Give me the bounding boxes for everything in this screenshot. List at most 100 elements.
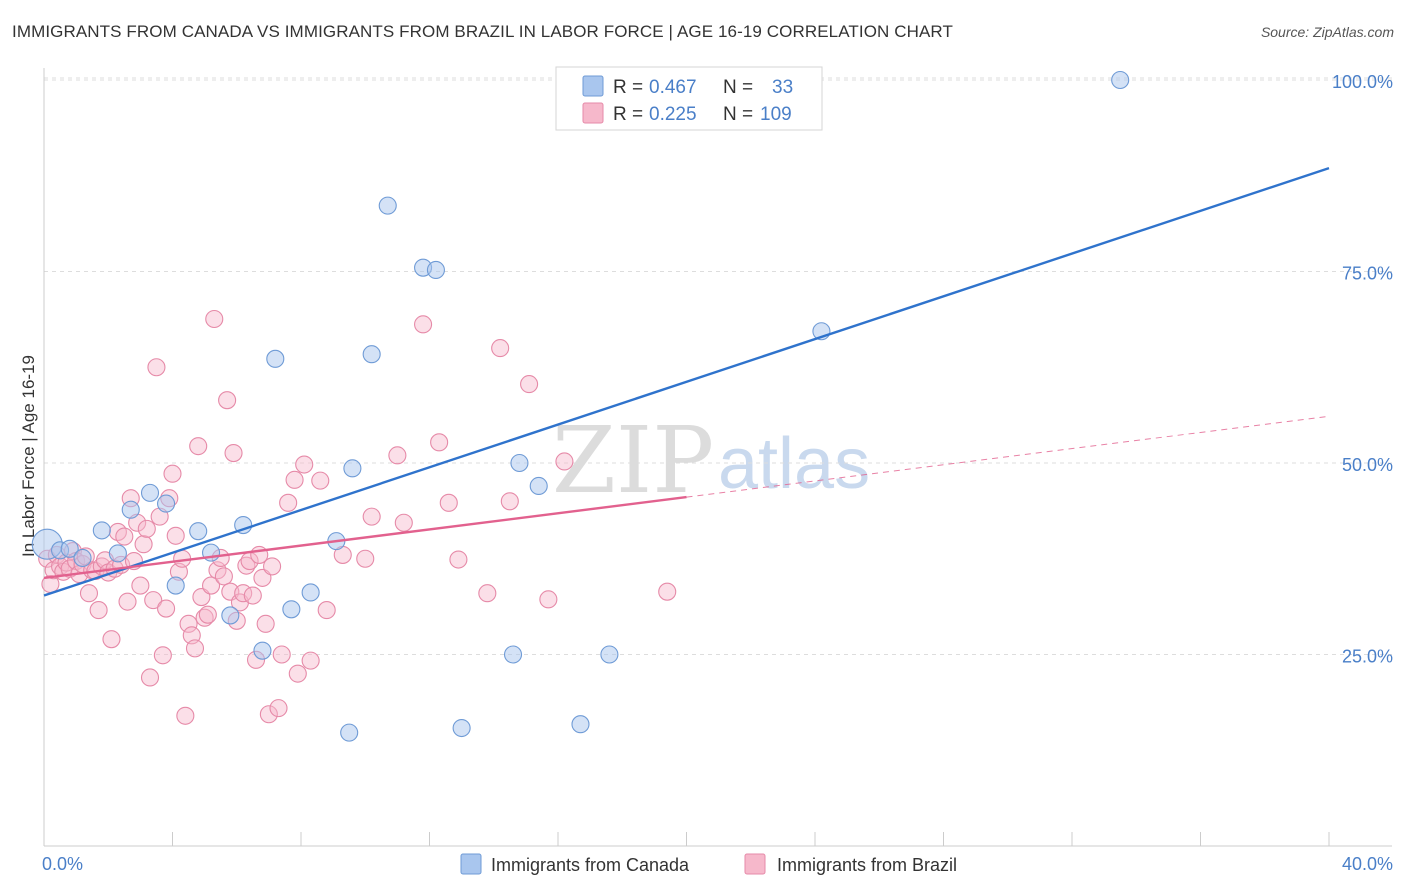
legend-brazil-label: Immigrants from Brazil xyxy=(777,855,957,875)
brazil-point xyxy=(439,493,458,512)
canada-point xyxy=(60,539,79,558)
source-label: Source: ZipAtlas.com xyxy=(1260,24,1394,40)
brazil-point xyxy=(134,535,153,554)
canada-point xyxy=(221,606,240,625)
trend-lines xyxy=(43,166,1330,597)
brazil-point xyxy=(491,339,510,358)
brazil-point xyxy=(79,584,99,603)
brazil-r-value: 0.225 xyxy=(649,104,697,125)
brazil-trend-line xyxy=(43,495,687,580)
canada-n-value: 33 xyxy=(772,77,793,98)
canada-point xyxy=(503,645,523,664)
watermark-atlas: atlas xyxy=(718,424,870,504)
brazil-point xyxy=(356,549,375,568)
brazil-point xyxy=(362,507,381,526)
brazil-point xyxy=(269,699,288,718)
canada-r-value: 0.467 xyxy=(649,77,697,98)
canada-point xyxy=(529,476,548,496)
canada-r-label: R = xyxy=(613,77,643,98)
y-axis-title: In Labor Force | Age 16-19 xyxy=(19,355,38,557)
y-tick-label: 25.0% xyxy=(1342,647,1393,667)
brazil-point xyxy=(259,705,278,724)
brazil-point xyxy=(539,590,558,609)
brazil-point xyxy=(295,455,314,474)
brazil-r-label: R = xyxy=(613,104,643,125)
canada-point xyxy=(600,645,619,664)
canada-point xyxy=(73,548,92,568)
chart-title: IMMIGRANTS FROM CANADA VS IMMIGRANTS FRO… xyxy=(12,22,953,41)
brazil-point xyxy=(102,630,121,649)
canada-point xyxy=(121,500,140,519)
brazil-swatch xyxy=(582,102,604,124)
canada-point xyxy=(362,345,381,364)
canada-point xyxy=(282,600,301,619)
brazil-point xyxy=(137,519,156,538)
brazil-point xyxy=(555,452,574,471)
brazil-point xyxy=(311,471,330,490)
brazil-point xyxy=(118,592,137,611)
canada-point xyxy=(157,494,176,513)
brazil-point xyxy=(478,584,497,603)
brazil-point xyxy=(176,706,195,725)
brazil-point xyxy=(205,309,224,329)
canada-point xyxy=(340,723,359,742)
brazil-point xyxy=(414,315,433,334)
canada-point xyxy=(571,715,590,734)
y-tick-label: 50.0% xyxy=(1342,455,1393,475)
brazil-point xyxy=(272,645,291,664)
brazil-point xyxy=(195,608,214,627)
brazil-n-value: 109 xyxy=(760,104,792,125)
brazil-point xyxy=(301,651,320,670)
brazil-point xyxy=(388,446,407,465)
brazil-point xyxy=(166,526,185,545)
canada-swatch xyxy=(582,75,604,97)
canada-point xyxy=(378,196,397,215)
brazil-point xyxy=(279,493,298,512)
brazil-point xyxy=(163,464,182,483)
canada-point xyxy=(234,515,253,535)
y-tick-label: 100.0% xyxy=(1332,72,1393,92)
brazil-point xyxy=(256,614,275,633)
brazil-point xyxy=(285,470,304,489)
canada-point xyxy=(253,641,272,660)
brazil-point xyxy=(189,437,208,456)
legend-canada-swatch xyxy=(460,853,482,875)
brazil-point xyxy=(144,591,163,610)
canada-point xyxy=(301,583,320,602)
x-tick-label-max: 40.0% xyxy=(1342,854,1393,874)
y-tick-label: 75.0% xyxy=(1342,264,1393,284)
brazil-point xyxy=(430,433,449,452)
brazil-point xyxy=(147,358,166,377)
brazil-point xyxy=(288,664,307,683)
canada-point xyxy=(452,718,471,738)
canada-point xyxy=(189,522,208,541)
brazil-point xyxy=(115,527,134,546)
stats-legend: R = 0.467 N = 33 R = 0.225 N = 109 xyxy=(555,66,823,131)
brazil-point xyxy=(179,614,198,633)
brazil-n-label: N = xyxy=(723,104,753,125)
canada-point xyxy=(510,453,529,473)
canada-point xyxy=(140,483,160,502)
brazil-point xyxy=(263,557,282,576)
brazil-point xyxy=(520,375,539,394)
brazil-point xyxy=(89,601,108,620)
brazil-point xyxy=(198,605,217,624)
brazil-point xyxy=(658,582,677,601)
canada-point xyxy=(426,260,445,280)
canada-trend-line xyxy=(43,166,1330,597)
brazil-trend-extension xyxy=(686,415,1330,498)
legend-brazil-swatch xyxy=(744,853,766,875)
brazil-series xyxy=(38,309,677,725)
canada-point xyxy=(343,459,362,478)
brazil-point xyxy=(218,391,237,410)
canada-point xyxy=(166,576,185,595)
series-legend: Immigrants from Canada Immigrants from B… xyxy=(460,853,957,875)
axes xyxy=(43,68,1392,847)
canada-point xyxy=(92,521,111,540)
legend-canada-label: Immigrants from Canada xyxy=(491,855,690,875)
canada-point xyxy=(1111,70,1130,90)
brazil-point xyxy=(500,492,519,511)
watermark-zip: ZIP xyxy=(552,407,714,514)
canada-n-label: N = xyxy=(723,77,753,98)
